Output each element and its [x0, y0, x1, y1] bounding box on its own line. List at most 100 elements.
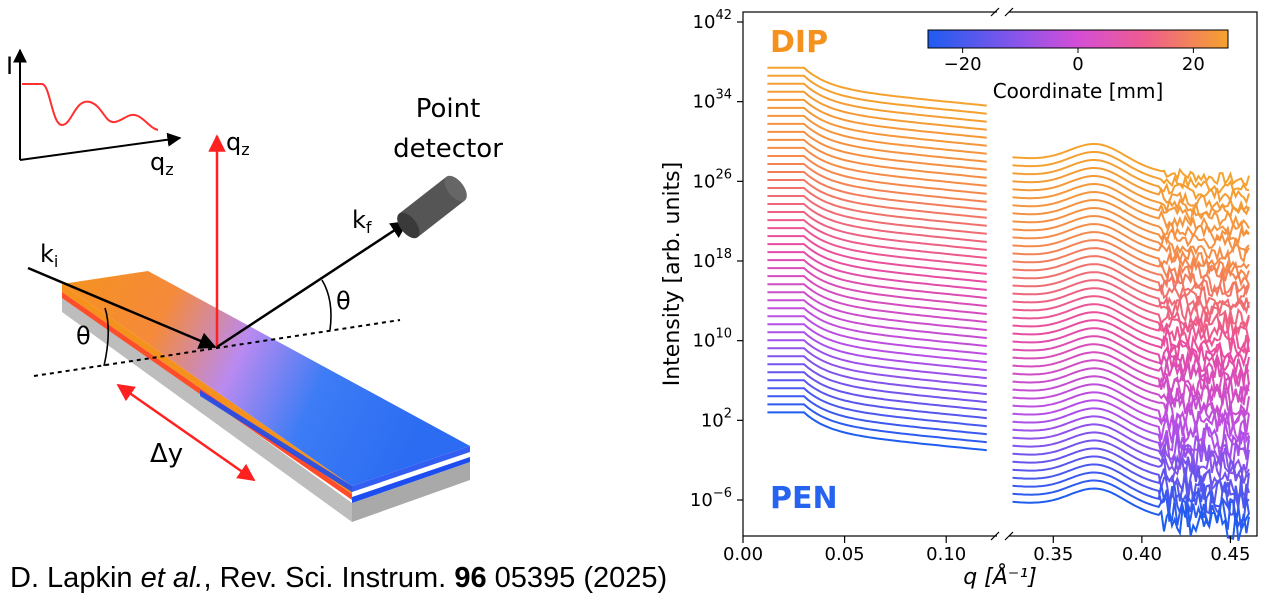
curve-low-q	[767, 106, 987, 147]
curve-low-q	[767, 291, 987, 331]
curve-high-q	[1012, 215, 1250, 264]
x-tick-label: 0.40	[1122, 544, 1162, 565]
y-tick-label: 102	[701, 406, 732, 431]
curve-high-q	[1012, 359, 1250, 409]
curve-low-q	[767, 355, 987, 396]
curve-high-q	[1012, 383, 1250, 433]
delta-y-label: Δy	[150, 439, 183, 469]
curve-low-q	[767, 235, 987, 275]
delta-y-arrow	[116, 383, 256, 482]
curve-low-q	[767, 155, 987, 195]
curve-high-q	[1012, 247, 1250, 296]
curve-low-q	[767, 179, 987, 219]
curve-low-q	[767, 138, 987, 179]
curve-low-q	[767, 395, 987, 436]
colorbar-tick-label: −20	[944, 54, 982, 75]
schematic: I qz qz ki kf θ θ	[6, 48, 503, 522]
curve-low-q	[767, 122, 987, 163]
x-tick-label: 0.10	[926, 544, 966, 565]
curve-low-q	[767, 146, 987, 187]
x-tick-label: 0.35	[1033, 544, 1073, 565]
y-ticks: 1042 1034 1026 1018 1010 102 10−6	[690, 8, 743, 511]
curve-low-q	[767, 90, 987, 131]
kf-label: k	[352, 206, 366, 234]
curve-low-q	[767, 331, 987, 372]
curve-high-q	[1012, 399, 1250, 452]
curve-low-q	[767, 98, 987, 139]
curve-high-q	[1012, 367, 1250, 419]
curve-high-q	[1012, 431, 1250, 483]
curve-high-q	[1012, 423, 1250, 475]
curve-low-q	[767, 323, 987, 364]
x-tick-label: 0.45	[1210, 544, 1250, 565]
curve-low-q	[767, 387, 987, 428]
y-tick-label: 1018	[693, 247, 732, 272]
curve-low-q	[767, 251, 987, 291]
x-tick-label: 0.05	[825, 544, 865, 565]
colorbar-ticks: −20 0 20	[944, 48, 1205, 75]
curve-low-q	[767, 299, 987, 339]
x-axis-label: q [Å⁻¹]	[963, 563, 1037, 590]
axis-break-marks	[990, 7, 1014, 541]
theta-arc-right	[321, 279, 332, 331]
curve-low-q	[767, 187, 987, 227]
curve-high-q	[1012, 407, 1250, 460]
svg-text:kf: kf	[352, 206, 372, 237]
citation-volume: 96	[454, 562, 487, 594]
ki-label: k	[40, 240, 54, 268]
colorbar-tick-label: 0	[1072, 54, 1083, 75]
curve-low-q	[767, 243, 987, 283]
curve-high-q	[1012, 239, 1250, 288]
citation-journal: , Rev. Sci. Instrum.	[203, 562, 455, 594]
curve-low-q	[767, 163, 987, 203]
curve-high-q	[1012, 207, 1250, 255]
curve-low-q	[767, 259, 987, 299]
curve-high-q	[1012, 263, 1250, 312]
curve-low-q	[767, 82, 987, 123]
curve-high-q	[1012, 455, 1250, 509]
curve-low-q	[767, 219, 987, 259]
curve-high-q	[1012, 231, 1250, 281]
ki-sub: i	[54, 252, 58, 271]
svg-text:qz: qz	[150, 148, 174, 179]
y-tick-label: 1026	[693, 167, 732, 192]
x-tick-label: 0.00	[723, 544, 763, 565]
inset-q-sub: z	[165, 160, 173, 179]
slab-end-side	[352, 462, 470, 522]
curve-high-q	[1012, 335, 1250, 388]
colorbar: −20 0 20 Coordinate [mm]	[927, 29, 1229, 103]
curve-high-q	[1012, 182, 1250, 229]
curve-high-q	[1012, 463, 1250, 516]
film-layer-blue-2	[352, 457, 470, 503]
curve-high-q	[1012, 199, 1250, 244]
curves-group	[767, 66, 1250, 542]
curve-high-q	[1012, 343, 1250, 392]
curve-low-q	[767, 315, 987, 355]
inset-reflectivity-plot: I qz	[6, 48, 182, 179]
colorbar-label: Coordinate [mm]	[993, 79, 1164, 103]
axis-break-cover	[997, 4, 1009, 544]
y-tick-label: 1042	[693, 8, 732, 33]
inset-x-axis	[19, 132, 182, 161]
theta-arc-left	[103, 307, 110, 367]
citation-etal: et al.	[140, 562, 204, 594]
curve-low-q	[767, 363, 987, 404]
curve-high-q	[1012, 311, 1250, 360]
curve-low-q	[767, 403, 987, 444]
inset-i-label: I	[6, 52, 13, 80]
curve-high-q	[1012, 319, 1250, 368]
curve-low-q	[767, 379, 987, 420]
svg-text:qz: qz	[226, 128, 250, 159]
curve-low-q	[767, 283, 987, 323]
curve-high-q	[1012, 159, 1250, 205]
curve-low-q	[767, 74, 987, 115]
curve-high-q	[1012, 151, 1250, 194]
dip-label: DIP	[770, 25, 828, 60]
inset-q-label: q	[150, 148, 165, 176]
curve-low-q	[767, 371, 987, 412]
curve-low-q	[767, 66, 987, 107]
citation: D. Lapkin et al., Rev. Sci. Instrum. 96 …	[10, 562, 667, 595]
colorbar-tick-label: 20	[1182, 54, 1205, 75]
theta-left-label: θ	[76, 322, 91, 350]
curve-low-q	[767, 203, 987, 243]
